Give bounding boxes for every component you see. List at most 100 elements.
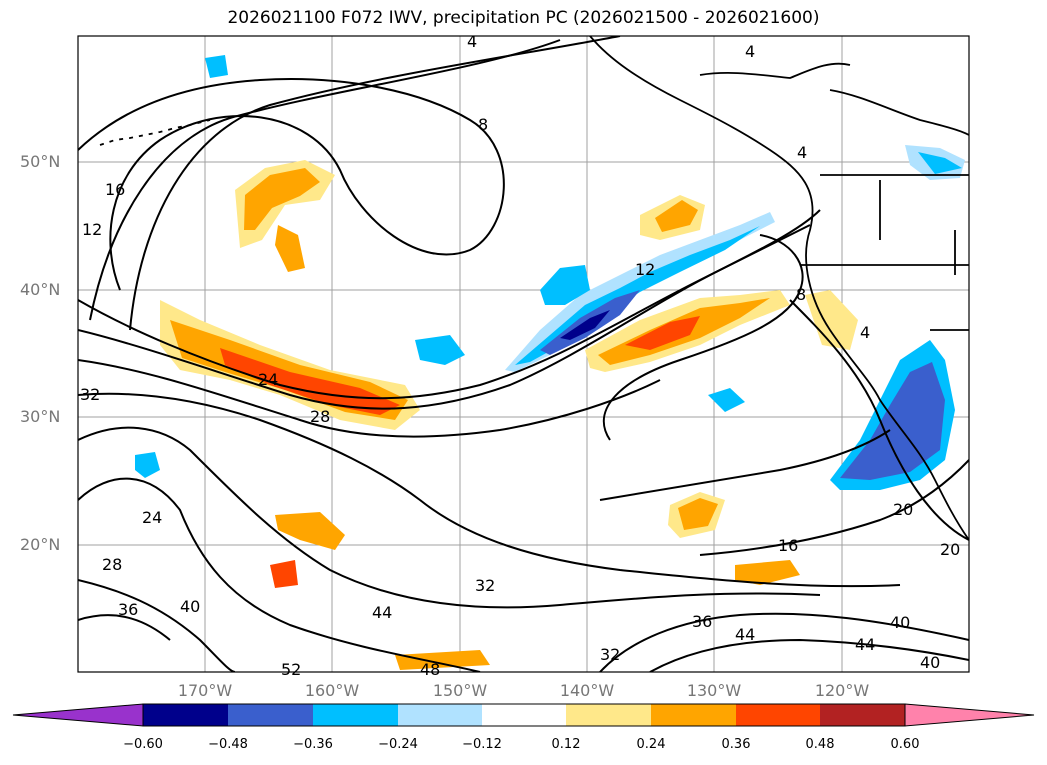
contour-label: 40 <box>180 597 200 616</box>
negative-anomaly-area <box>205 55 228 78</box>
positive-anomaly-area <box>655 200 698 232</box>
contour-label: 8 <box>478 115 488 134</box>
contour-label: 28 <box>310 407 330 426</box>
positive-anomaly-area <box>270 560 298 588</box>
colorbar-segment <box>228 704 313 726</box>
contour-line <box>78 477 481 672</box>
colorbar-segment <box>313 704 398 726</box>
contour-line <box>78 224 811 410</box>
contour-line <box>78 78 505 291</box>
negative-anomaly-area <box>135 452 160 478</box>
colorbar-segment <box>143 704 228 726</box>
contour-label: 20 <box>893 500 913 519</box>
contour-label: 52 <box>281 660 301 679</box>
aleutian-islands <box>99 119 211 146</box>
colorbar-tick: −0.48 <box>208 737 248 752</box>
contour-label: 16 <box>778 536 798 555</box>
contour-label: 48 <box>420 660 440 679</box>
contour-line <box>789 299 969 541</box>
contour-label: 24 <box>258 370 278 389</box>
contour-label: 36 <box>118 600 138 619</box>
contour-label: 4 <box>797 143 807 162</box>
contour-labels: 4 8 12 16 12 24 28 32 24 28 36 40 44 52 … <box>80 32 960 679</box>
contour-line <box>89 39 561 321</box>
positive-anomaly-area <box>735 560 800 585</box>
contour-line <box>129 36 621 331</box>
lon-label-150w: 150°W <box>432 681 488 700</box>
colorbar <box>12 703 1035 727</box>
contour-label: 12 <box>82 220 102 239</box>
colorbar-segment <box>651 704 736 726</box>
colorbar-tick: 0.12 <box>551 737 581 752</box>
contour-label: 4 <box>745 42 755 61</box>
colorbar-tick: −0.24 <box>378 737 418 752</box>
lon-label-170w: 170°W <box>177 681 233 700</box>
colorbar-frame <box>142 703 906 727</box>
contour-label: 44 <box>855 635 875 654</box>
colorbar-segment <box>398 704 482 726</box>
contour-line <box>78 426 821 609</box>
contour-label: 44 <box>735 625 755 644</box>
lon-label-140w: 140°W <box>559 681 615 700</box>
contour-label: 40 <box>920 653 940 672</box>
contour-label: 20 <box>940 540 960 559</box>
lon-label-120w: 120°W <box>814 681 870 700</box>
contour-label: 44 <box>372 603 392 622</box>
negative-anomaly-area <box>415 335 465 365</box>
positive-anomaly-area <box>244 168 320 230</box>
negative-anomaly-area <box>560 310 610 340</box>
negative-anomaly-area <box>708 388 745 412</box>
positive-anomaly-area <box>275 225 305 272</box>
iwv-contours <box>78 36 969 672</box>
contour-line <box>599 612 969 672</box>
contour-label: 40 <box>890 613 910 632</box>
lon-label-130w: 130°W <box>686 681 742 700</box>
lon-label-160w: 160°W <box>304 681 360 700</box>
contour-line <box>699 459 969 556</box>
negative-anomaly-area <box>840 362 945 480</box>
colorbar-segment <box>482 704 566 726</box>
colorbar-segment <box>566 704 651 726</box>
positive-anomaly-area <box>275 512 345 550</box>
contour-label: 4 <box>467 32 477 51</box>
contour-label: 24 <box>142 508 162 527</box>
contour-label: 32 <box>80 385 100 404</box>
contour-label: 12 <box>635 260 655 279</box>
contour-line <box>649 638 969 672</box>
contour-line <box>78 359 661 438</box>
colorbar-tick: −0.12 <box>462 737 502 752</box>
colorbar-segment <box>736 704 820 726</box>
contour-label: 16 <box>105 180 125 199</box>
colorbar-tick: −0.36 <box>293 737 333 752</box>
lat-label-40n: 40°N <box>20 280 61 299</box>
colorbar-tick: 0.48 <box>805 737 835 752</box>
contour-label: 4 <box>860 323 870 342</box>
contour-label: 32 <box>475 576 495 595</box>
negative-anomaly-area <box>918 152 962 174</box>
colorbar-tick: 0.36 <box>721 737 751 752</box>
lat-label-20n: 20°N <box>20 535 61 554</box>
contour-line <box>599 429 891 501</box>
colorbar-tick: −0.60 <box>123 737 163 752</box>
contour-label: 32 <box>600 645 620 664</box>
colorbar-tick: 0.60 <box>890 737 920 752</box>
contour-label: 36 <box>692 612 712 631</box>
north-america-coast <box>589 36 969 541</box>
colorbar-tick: 0.24 <box>636 737 666 752</box>
positive-anomaly-area <box>678 498 718 530</box>
canada-coast <box>829 89 969 136</box>
contour-line <box>78 579 236 672</box>
lat-label-30n: 30°N <box>20 407 61 426</box>
map-title: 2026021100 F072 IWV, precipitation PC (2… <box>227 8 820 28</box>
contour-line <box>603 234 804 441</box>
contour-line <box>78 614 171 641</box>
positive-anomaly-area <box>805 290 858 350</box>
colorbar-segment <box>820 704 905 726</box>
negative-anomaly-area <box>540 265 590 305</box>
contour-line <box>78 392 901 588</box>
contour-label: 28 <box>102 555 122 574</box>
coastline <box>99 36 969 541</box>
positive-anomaly-area <box>625 316 700 350</box>
contour-label: 8 <box>796 285 806 304</box>
